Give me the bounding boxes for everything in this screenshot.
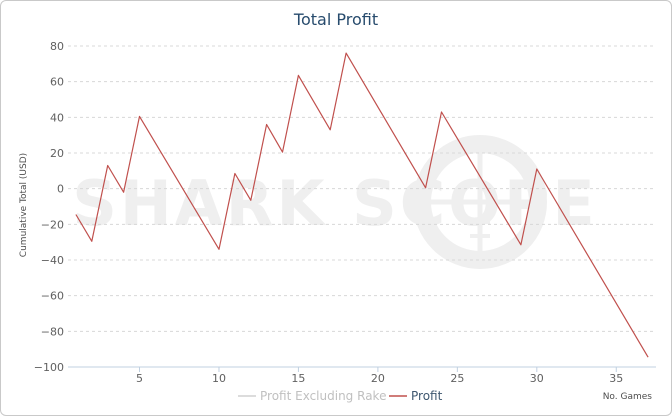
watermark-scope-icon bbox=[413, 135, 547, 269]
x-tick-label: 20 bbox=[371, 372, 385, 385]
y-tick-label: 0 bbox=[57, 183, 64, 196]
x-tick-label: 30 bbox=[530, 372, 544, 385]
y-axis-label: Cumulative Total (USD) bbox=[19, 153, 29, 257]
y-tick-label: −40 bbox=[41, 254, 64, 267]
legend-label-profit: Profit bbox=[411, 389, 443, 403]
legend-label-profit-excluding-rake: Profit Excluding Rake bbox=[260, 389, 386, 403]
legend-item-profit[interactable]: Profit bbox=[389, 389, 443, 403]
y-tick-label: 80 bbox=[50, 40, 64, 53]
x-tick-label: 15 bbox=[291, 372, 305, 385]
y-tick-label: −20 bbox=[41, 218, 64, 231]
series-line-profit bbox=[75, 52, 649, 358]
y-tick-label: −60 bbox=[41, 290, 64, 303]
y-tick-label: −100 bbox=[34, 361, 64, 374]
y-tick-label: 40 bbox=[50, 111, 64, 124]
y-tick-label: 60 bbox=[50, 76, 64, 89]
legend: Profit Excluding Rake Profit bbox=[238, 389, 443, 403]
x-tick-label: 5 bbox=[136, 372, 143, 385]
legend-item-profit-excluding-rake[interactable]: Profit Excluding Rake bbox=[238, 389, 386, 403]
chart-title: Total Profit bbox=[293, 10, 378, 29]
x-tick-label: 25 bbox=[450, 372, 464, 385]
y-tick-label: −80 bbox=[41, 325, 64, 338]
x-tick-label: 10 bbox=[212, 372, 226, 385]
x-tick-label: 35 bbox=[609, 372, 623, 385]
x-axis-label: No. Games bbox=[603, 392, 653, 402]
y-tick-label: 20 bbox=[50, 147, 64, 160]
watermark: SHARK SCOPE bbox=[72, 135, 595, 269]
